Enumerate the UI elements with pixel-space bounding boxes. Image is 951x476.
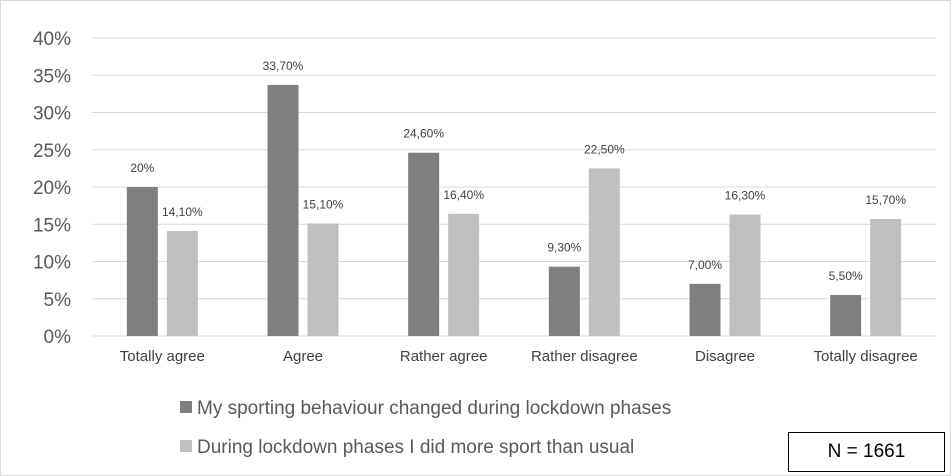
data-label-series-2: 16,30% xyxy=(725,189,766,203)
x-category-label: Totally disagree xyxy=(814,348,918,365)
legend-swatch-series-1 xyxy=(180,401,192,413)
bar-series-2-1 xyxy=(307,223,339,336)
bar-series-2-3 xyxy=(588,168,620,336)
bar-series-2-5 xyxy=(870,219,902,336)
x-category-label: Disagree xyxy=(695,348,755,365)
y-tick-label: 40% xyxy=(33,29,71,50)
x-axis-category-labels: Totally agree Agree Rather agree Rather dis… xyxy=(120,348,918,365)
y-tick-label: 35% xyxy=(33,66,71,87)
data-label-series-1: 9,30% xyxy=(547,241,581,255)
legend-swatch-series-2 xyxy=(180,440,192,452)
bar-series-2-4 xyxy=(729,214,761,336)
y-tick-label: 0% xyxy=(44,327,72,348)
legend-label-series-2: During lockdown phases I did more sport … xyxy=(197,437,634,458)
bar-series-2-0 xyxy=(166,230,198,336)
data-label-series-2: 14,10% xyxy=(162,205,203,219)
bar-series-1-3 xyxy=(548,266,580,336)
data-labels: 20% 14,10% 33,70% 15,10% 24,60% 16,40% 9,30% 22… xyxy=(130,59,906,283)
data-label-series-1: 33,70% xyxy=(263,59,304,73)
bar-series-1-2 xyxy=(408,152,440,336)
y-tick-label: 30% xyxy=(33,104,71,125)
x-category-label: Agree xyxy=(283,348,323,365)
y-tick-label: 25% xyxy=(33,141,71,162)
y-axis-tick-labels: 0% 5% 10% 15% 20% 25% 30% 35% 40% xyxy=(33,29,71,348)
data-label-series-1: 20% xyxy=(130,161,154,175)
data-label-series-2: 15,70% xyxy=(865,193,906,207)
x-category-label: Totally agree xyxy=(120,348,205,365)
y-tick-label: 10% xyxy=(33,253,71,274)
x-category-label: Rather disagree xyxy=(531,348,638,365)
legend: My sporting behaviour changed during loc… xyxy=(180,398,671,458)
x-category-label: Rather agree xyxy=(400,348,488,365)
data-label-series-2: 16,40% xyxy=(443,188,484,202)
y-tick-label: 5% xyxy=(44,290,72,311)
data-label-series-1: 5,50% xyxy=(829,269,863,283)
bar-series-1-0 xyxy=(126,187,158,336)
data-label-series-1: 24,60% xyxy=(403,127,444,141)
data-label-series-2: 22,50% xyxy=(584,142,625,156)
bar-series-2-2 xyxy=(448,213,480,336)
data-label-series-1: 7,00% xyxy=(688,258,722,272)
y-tick-label: 15% xyxy=(33,215,71,236)
bar-series-1-1 xyxy=(267,84,299,336)
grid-layer xyxy=(92,37,936,337)
data-label-series-2: 15,10% xyxy=(303,198,344,212)
sample-size-annotation: N = 1661 xyxy=(788,432,945,472)
y-tick-label: 20% xyxy=(33,178,71,199)
bars xyxy=(126,84,902,336)
legend-label-series-1: My sporting behaviour changed during loc… xyxy=(197,398,671,419)
bar-series-1-4 xyxy=(689,283,721,336)
bar-series-1-5 xyxy=(830,295,862,336)
